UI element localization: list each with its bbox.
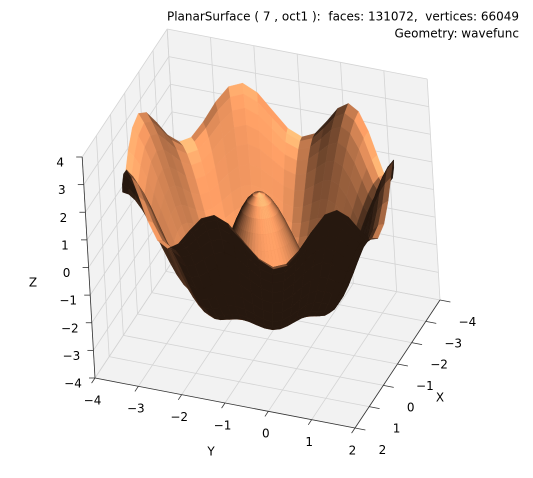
grid-line xyxy=(83,56,170,185)
y-tick-label: −2 xyxy=(170,410,188,424)
surface-face xyxy=(236,143,250,167)
tick-mark xyxy=(425,320,437,324)
z-tick-label: −3 xyxy=(63,349,81,363)
x-tick-label: 0 xyxy=(407,400,415,414)
z-tick-label: 4 xyxy=(56,156,64,170)
z-tick-label: 0 xyxy=(63,266,71,280)
surface-face xyxy=(272,311,283,322)
grid-line xyxy=(170,83,431,135)
x-tick-label: −2 xyxy=(430,358,448,372)
y-tick-label: 0 xyxy=(262,427,270,441)
surface-face xyxy=(294,173,307,191)
z-tick-label: 3 xyxy=(58,183,66,197)
tick-mark xyxy=(369,406,380,410)
chart-subtitle: Geometry: wavefunc xyxy=(394,27,519,41)
tick-mark xyxy=(134,386,139,392)
surface-face xyxy=(234,124,249,147)
surface-face xyxy=(272,301,284,314)
surface-face xyxy=(254,233,259,252)
z-axis-label: Z xyxy=(29,276,37,290)
tick-mark xyxy=(91,377,96,384)
surface-face xyxy=(272,290,284,304)
y-tick-label: −1 xyxy=(214,418,232,432)
z-tick-label: −4 xyxy=(64,377,82,391)
grid-line xyxy=(81,28,168,158)
z-tick-label: −1 xyxy=(59,294,77,308)
tick-mark xyxy=(383,384,394,388)
tick-mark xyxy=(221,402,226,409)
surface-face xyxy=(230,93,246,112)
tick-mark xyxy=(307,419,312,426)
x-tick-label: −3 xyxy=(444,336,462,350)
x-tick-label: −4 xyxy=(459,315,477,329)
z-tick-label: −2 xyxy=(61,321,79,335)
tick-mark xyxy=(354,427,366,431)
x-tick-label: 1 xyxy=(393,422,401,436)
y-axis-label: Y xyxy=(206,445,215,459)
chart-title: PlanarSurface ( 7 , oct1 ): faces: 13107… xyxy=(167,10,519,24)
x-tick-label: −1 xyxy=(416,379,434,393)
tick-mark xyxy=(264,411,269,417)
grid-line xyxy=(167,28,428,80)
grid-line xyxy=(311,291,397,420)
grid-line xyxy=(268,283,354,412)
surface-face xyxy=(231,107,247,128)
surface-face xyxy=(310,214,326,234)
y-tick-label: 2 xyxy=(349,443,357,457)
y-tick-label: −4 xyxy=(84,393,102,407)
grid-line xyxy=(94,249,181,379)
tick-mark xyxy=(351,427,356,434)
grid-line xyxy=(85,84,171,213)
grid-line xyxy=(168,56,429,108)
tick-mark xyxy=(439,299,451,303)
tick-mark xyxy=(177,394,182,401)
y-tick-label: 1 xyxy=(305,435,313,449)
surface-face xyxy=(238,164,252,187)
y-tick-label: −3 xyxy=(127,402,145,416)
z-tick-label: 1 xyxy=(61,238,69,252)
tick-mark xyxy=(397,363,408,367)
z-tick-label: 2 xyxy=(60,211,68,225)
x-tick-label: 2 xyxy=(379,443,387,457)
surface-face xyxy=(255,218,259,235)
x-axis-label: X xyxy=(436,391,444,405)
tick-mark xyxy=(411,342,423,346)
